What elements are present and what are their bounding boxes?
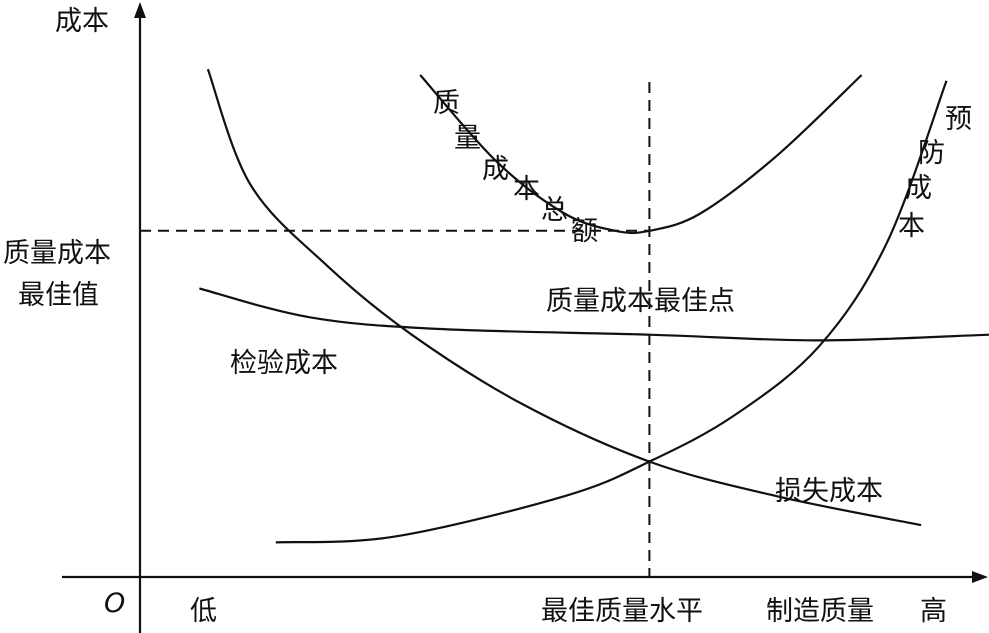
y-axis-label: 成本 <box>55 6 109 37</box>
y-axis-arrowhead <box>134 2 146 18</box>
total-cost-curve <box>419 74 863 235</box>
total-label-char: 总 <box>541 195 568 226</box>
prevention-label-char: 成 <box>905 173 932 204</box>
x-axis-label: 制造质量 <box>766 596 874 627</box>
x-tick-low: 低 <box>190 596 217 627</box>
optimal-y-label-line2: 最佳值 <box>18 280 99 311</box>
optimal-point-label: 质量成本最佳点 <box>546 286 735 317</box>
origin-label: O <box>104 588 125 619</box>
prevention-cost-curve <box>275 80 948 544</box>
x-axis-arrowhead <box>972 571 988 583</box>
prevention-label-char: 预 <box>945 104 972 135</box>
prevention-label-char: 本 <box>898 211 925 242</box>
inspection-cost-curve <box>199 287 989 342</box>
series-label-loss: 损失成本 <box>775 476 883 507</box>
optimal-y-label-line1: 质量成本 <box>3 238 111 269</box>
optimal-x-label: 最佳质量水平 <box>541 596 703 627</box>
series-curves <box>199 68 989 544</box>
total-label-char: 成 <box>482 154 509 185</box>
total-label-char: 额 <box>571 216 598 247</box>
prevention-label-char: 防 <box>918 138 945 169</box>
total-label-char: 本 <box>513 174 540 205</box>
loss-cost-curve <box>206 68 922 527</box>
series-label-inspection: 检验成本 <box>230 348 338 379</box>
x-tick-high: 高 <box>920 596 947 627</box>
total-label-char: 质 <box>433 88 460 119</box>
total-label-char: 量 <box>454 123 481 154</box>
